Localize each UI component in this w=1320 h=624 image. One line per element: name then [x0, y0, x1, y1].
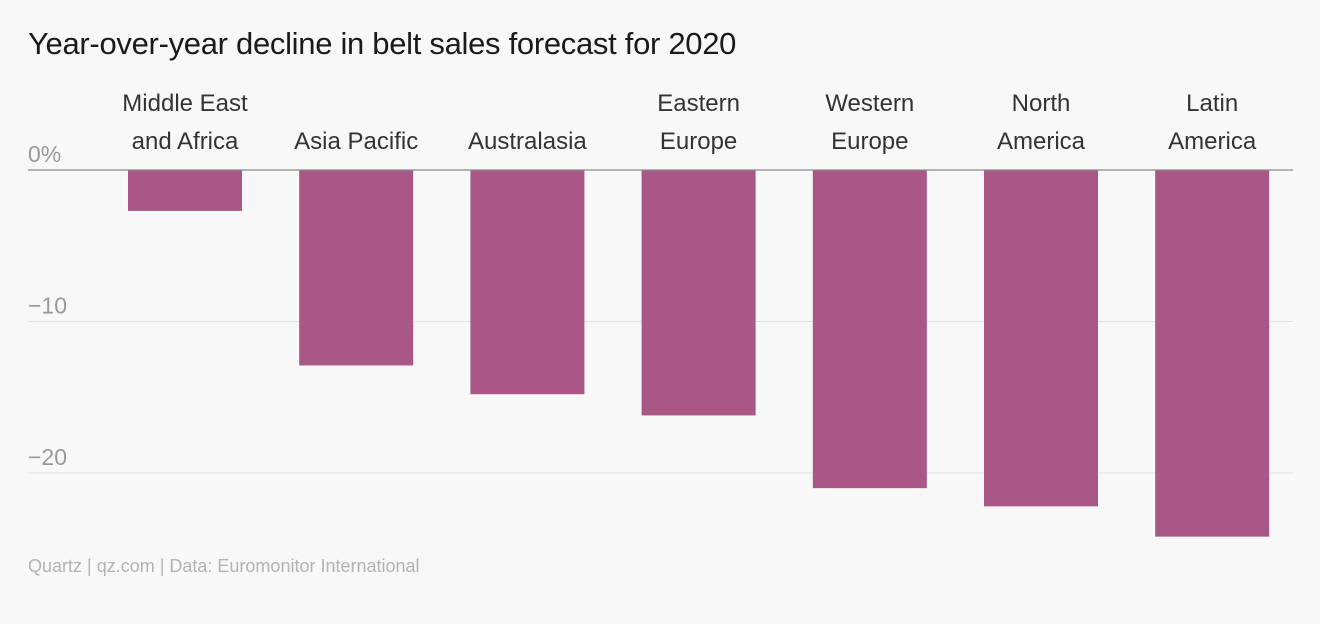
category-label: Asia Pacific — [294, 128, 418, 155]
bar — [1155, 170, 1270, 537]
chart-title: Year-over-year decline in belt sales for… — [28, 26, 737, 61]
bar — [470, 170, 585, 395]
category-label: Western — [825, 90, 914, 117]
category-label: Australasia — [468, 128, 587, 155]
category-label: Middle East — [122, 90, 248, 117]
category-label: America — [1168, 128, 1257, 155]
bar — [812, 170, 927, 489]
bar — [641, 170, 756, 416]
category-label: North — [1012, 90, 1071, 117]
category-label: Europe — [660, 128, 737, 155]
category-labels: Middle East and Africa Asia Pacific Austral… — [122, 90, 1257, 155]
category-label: Europe — [831, 128, 908, 155]
category-label: Eastern — [657, 90, 740, 117]
y-tick-label: −20 — [28, 444, 67, 470]
category-label: and Africa — [132, 128, 239, 155]
bar — [299, 170, 414, 366]
source-note: Quartz | qz.com | Data: Euromonitor Inte… — [28, 556, 420, 576]
bars — [128, 170, 1270, 537]
bar — [984, 170, 1098, 507]
y-tick-label: −10 — [28, 293, 67, 319]
bar — [128, 170, 242, 211]
y-tick-label: 0% — [28, 141, 61, 167]
y-tick-labels: 0% −10 −20 — [28, 141, 67, 470]
category-label: America — [997, 128, 1086, 155]
category-label: Latin — [1186, 90, 1238, 117]
